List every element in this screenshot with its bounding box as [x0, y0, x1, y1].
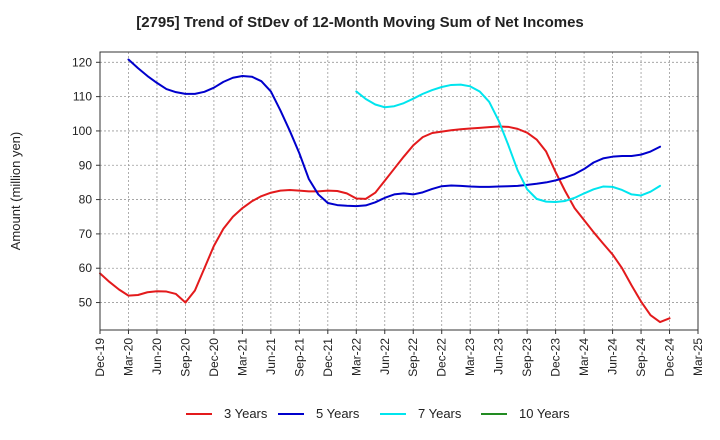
x-tick-label: Sep-23	[520, 338, 534, 377]
legend-label: 5 Years	[316, 406, 360, 421]
x-tick-label: Dec-23	[549, 338, 563, 377]
x-tick-label: Mar-21	[235, 338, 249, 376]
legend-label: 7 Years	[418, 406, 462, 421]
legend-label: 10 Years	[519, 406, 570, 421]
x-tick-labels: Dec-19 Mar-20 Jun-20 Sep-20 Dec-20 Mar-21 Jun-…	[93, 330, 705, 377]
x-tick-label: Sep-20	[178, 338, 192, 377]
x-tick-label: Mar-22	[349, 338, 363, 376]
y-tick-label: 80	[79, 193, 93, 207]
x-tick-label: Sep-21	[292, 338, 306, 377]
x-tick-label: Jun-20	[150, 338, 164, 375]
y-tick-label: 60	[79, 261, 93, 275]
x-tick-label: Dec-20	[207, 338, 221, 377]
x-tick-label: Dec-19	[93, 338, 107, 377]
x-tick-label: Jun-24	[606, 338, 620, 375]
x-tick-label: Mar-25	[691, 338, 705, 376]
series-layer	[99, 58, 671, 324]
series-line-7-years	[355, 83, 662, 203]
x-tick-label: Dec-21	[321, 338, 335, 377]
x-tick-label: Mar-24	[577, 338, 591, 376]
plot-frame	[99, 51, 699, 331]
y-axis-label: Amount (million yen)	[8, 132, 23, 251]
x-tick-label: Sep-24	[634, 338, 648, 377]
series-line-3-years	[99, 125, 671, 324]
x-tick-label: Dec-22	[435, 338, 449, 377]
y-tick-label: 50	[79, 296, 93, 310]
series-line-5-years	[127, 58, 662, 208]
x-tick-label: Mar-20	[121, 338, 135, 376]
chart-title: [2795] Trend of StDev of 12-Month Moving…	[136, 14, 584, 31]
x-tick-label: Mar-23	[463, 338, 477, 376]
y-tick-label: 120	[72, 55, 92, 69]
x-tick-label: Jun-22	[378, 338, 392, 375]
legend: 3 Years 5 Years 7 Years 10 Years	[186, 406, 570, 421]
y-tick-label: 100	[72, 124, 92, 138]
x-tick-label: Sep-22	[406, 338, 420, 377]
y-tick-label: 110	[73, 90, 92, 104]
y-tick-label: 90	[79, 158, 93, 172]
x-tick-label: Jun-23	[492, 338, 506, 375]
x-tick-label: Dec-24	[663, 338, 677, 377]
x-tick-label: Jun-21	[264, 338, 278, 375]
legend-label: 3 Years	[224, 406, 268, 421]
y-tick-label: 70	[79, 227, 93, 241]
y-tick-labels: 50 60 70 80 90 100 110 120	[72, 55, 100, 310]
